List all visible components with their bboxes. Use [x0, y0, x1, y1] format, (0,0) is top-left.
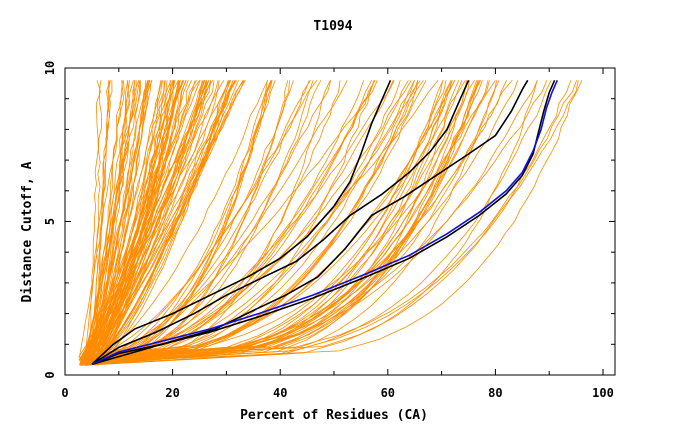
orange-series-line	[78, 80, 314, 358]
x-tick-label: 20	[165, 386, 179, 400]
orange-series-line	[96, 80, 453, 365]
orange-series-line	[80, 80, 498, 366]
orange-series-line	[95, 80, 348, 365]
orange-series-line	[90, 80, 394, 358]
orange-series-line	[84, 80, 204, 357]
orange-series-line	[79, 80, 310, 361]
y-tick-label: 10	[43, 61, 57, 75]
chart-title: T1094	[313, 19, 352, 34]
orange-series-line	[91, 80, 421, 361]
y-axis-label: Distance Cutoff, A	[20, 161, 35, 302]
x-tick-label: 60	[381, 386, 395, 400]
x-tick-label: 100	[592, 386, 614, 400]
orange-series-line	[93, 80, 364, 362]
orange-series-line	[94, 80, 130, 364]
orange-series-line	[92, 80, 332, 360]
orange-series-line	[93, 80, 111, 362]
x-axis-label: Percent of Residues (CA)	[240, 408, 428, 423]
orange-series-line	[80, 80, 236, 362]
orange-series-line	[83, 80, 412, 360]
x-tick-label: 0	[61, 386, 68, 400]
blue-series-line	[91, 79, 559, 366]
orange-series-line	[88, 80, 507, 360]
orange-series-line	[96, 80, 577, 359]
y-tick-label: 0	[43, 371, 57, 378]
orange-series-line	[97, 80, 453, 363]
orange-series-line	[83, 80, 136, 361]
orange-series-line	[96, 80, 185, 364]
orange-series-line	[82, 80, 463, 360]
orange-series-line	[79, 80, 172, 359]
orange-series-line	[90, 80, 500, 359]
black-series-line	[91, 79, 556, 366]
orange-series-line	[83, 80, 409, 358]
x-axis-ticks: 0 20 40 60 80 100	[61, 68, 614, 400]
orange-series-line	[90, 80, 427, 360]
orange-series-line	[87, 80, 444, 364]
highlight-series-group	[91, 79, 559, 366]
orange-series-line	[91, 80, 148, 359]
x-tick-label: 40	[273, 386, 287, 400]
orange-series-line	[91, 80, 187, 360]
orange-series-line	[87, 80, 331, 366]
orange-series-line	[87, 80, 273, 360]
orange-series-line	[80, 80, 538, 359]
black-series-line	[91, 79, 392, 365]
orange-series-line	[91, 80, 129, 364]
orange-series-line	[95, 80, 207, 363]
orange-series-line	[81, 80, 583, 364]
orange-series-line	[83, 80, 210, 362]
orange-series-line	[85, 80, 378, 362]
orange-series-line	[96, 80, 229, 360]
orange-series-line	[85, 80, 269, 362]
orange-series-line	[85, 80, 375, 361]
orange-series-line	[94, 80, 467, 360]
orange-series-line	[83, 80, 113, 363]
orange-series-line	[80, 80, 552, 366]
orange-series-line	[94, 80, 470, 358]
orange-series-line	[79, 80, 200, 361]
orange-series-line	[96, 80, 180, 363]
black-series-line	[91, 79, 470, 365]
orange-series-line	[81, 80, 134, 360]
y-axis-ticks: 0 5 10	[43, 61, 615, 379]
orange-series-line	[88, 80, 124, 361]
orange-series-line	[85, 80, 548, 363]
orange-series-line	[95, 80, 268, 358]
orange-series-line	[85, 80, 415, 366]
orange-series-line	[88, 80, 150, 362]
orange-series-bundle	[78, 80, 583, 366]
orange-series-line	[80, 80, 232, 359]
orange-series-line	[94, 80, 395, 361]
orange-series-line	[87, 80, 401, 359]
orange-series-line	[81, 80, 579, 363]
orange-series-line	[89, 80, 101, 358]
orange-series-line	[88, 80, 318, 366]
orange-series-line	[92, 80, 245, 361]
black-series-line	[91, 79, 529, 366]
orange-series-line	[91, 80, 496, 358]
orange-series-line	[88, 80, 210, 362]
orange-series-line	[92, 80, 215, 365]
x-tick-label: 80	[488, 386, 502, 400]
y-tick-label: 5	[43, 218, 57, 225]
orange-series-line	[92, 80, 479, 359]
orange-series-line	[94, 80, 236, 361]
orange-series-line	[93, 80, 572, 366]
orange-series-line	[96, 80, 447, 360]
